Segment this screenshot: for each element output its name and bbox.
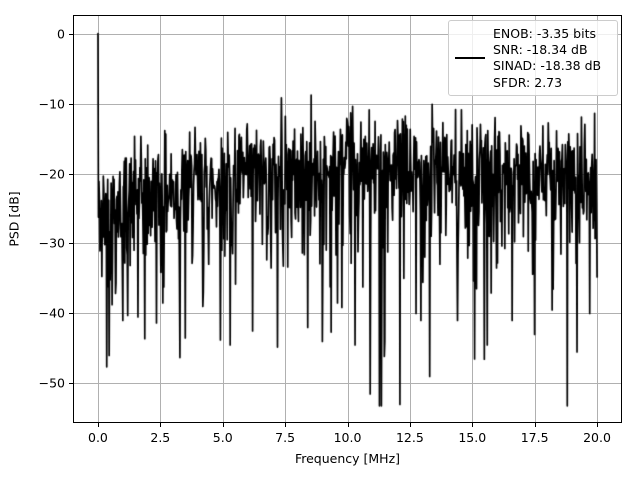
x-tick-label: 17.5 [520,430,549,445]
x-tick-label: 20.0 [583,430,611,445]
x-tick-mark [222,423,224,427]
y-tick-mark [69,313,73,315]
y-tick-label: −30 [38,235,65,251]
x-tick-mark [97,423,99,427]
legend-entry-enob: ENOB: -3.35 bits [493,26,596,41]
legend-line-sample [455,57,485,59]
y-tick-label: −10 [38,96,65,112]
y-tick-label: 0 [57,26,65,42]
x-tick-label: 15.0 [458,430,487,445]
x-tick-mark [534,423,536,427]
x-tick-label: 7.5 [275,430,296,445]
y-tick-label: −50 [38,375,65,391]
x-tick-mark [597,423,599,427]
legend-entry-sfdr: SFDR: 2.73 [493,74,563,90]
y-tick-mark [69,103,73,105]
x-tick-mark [347,423,349,427]
x-tick-mark [160,423,162,427]
y-tick-mark [69,383,73,385]
y-tick-mark [69,173,73,175]
x-tick-label: 2.5 [150,430,171,445]
x-tick-mark [409,423,411,427]
legend-entry-snr: SNR: -18.34 dB [493,42,588,58]
y-tick-label: −40 [38,305,65,321]
x-tick-label: 10.0 [333,430,362,445]
y-tick-label: −20 [38,166,65,181]
y-tick-mark [69,243,73,245]
x-tick-mark [285,423,287,427]
y-axis-label: PSD [dB] [6,191,22,247]
legend: ENOB: -3.35 bits SNR: -18.34 dB SINAD: -… [448,20,618,96]
y-tick-mark [69,33,73,35]
x-tick-label: 0.0 [88,430,108,445]
x-tick-label: 5.0 [212,430,233,445]
x-tick-label: 12.5 [395,430,424,445]
x-axis-label: Frequency [MHz] [294,451,401,466]
legend-entry-sinad: SINAD: -18.38 dB [493,58,602,74]
x-tick-mark [472,423,474,427]
legend-entries: ENOB: -3.35 bits SNR: -18.34 dB SINAD: -… [493,26,601,91]
